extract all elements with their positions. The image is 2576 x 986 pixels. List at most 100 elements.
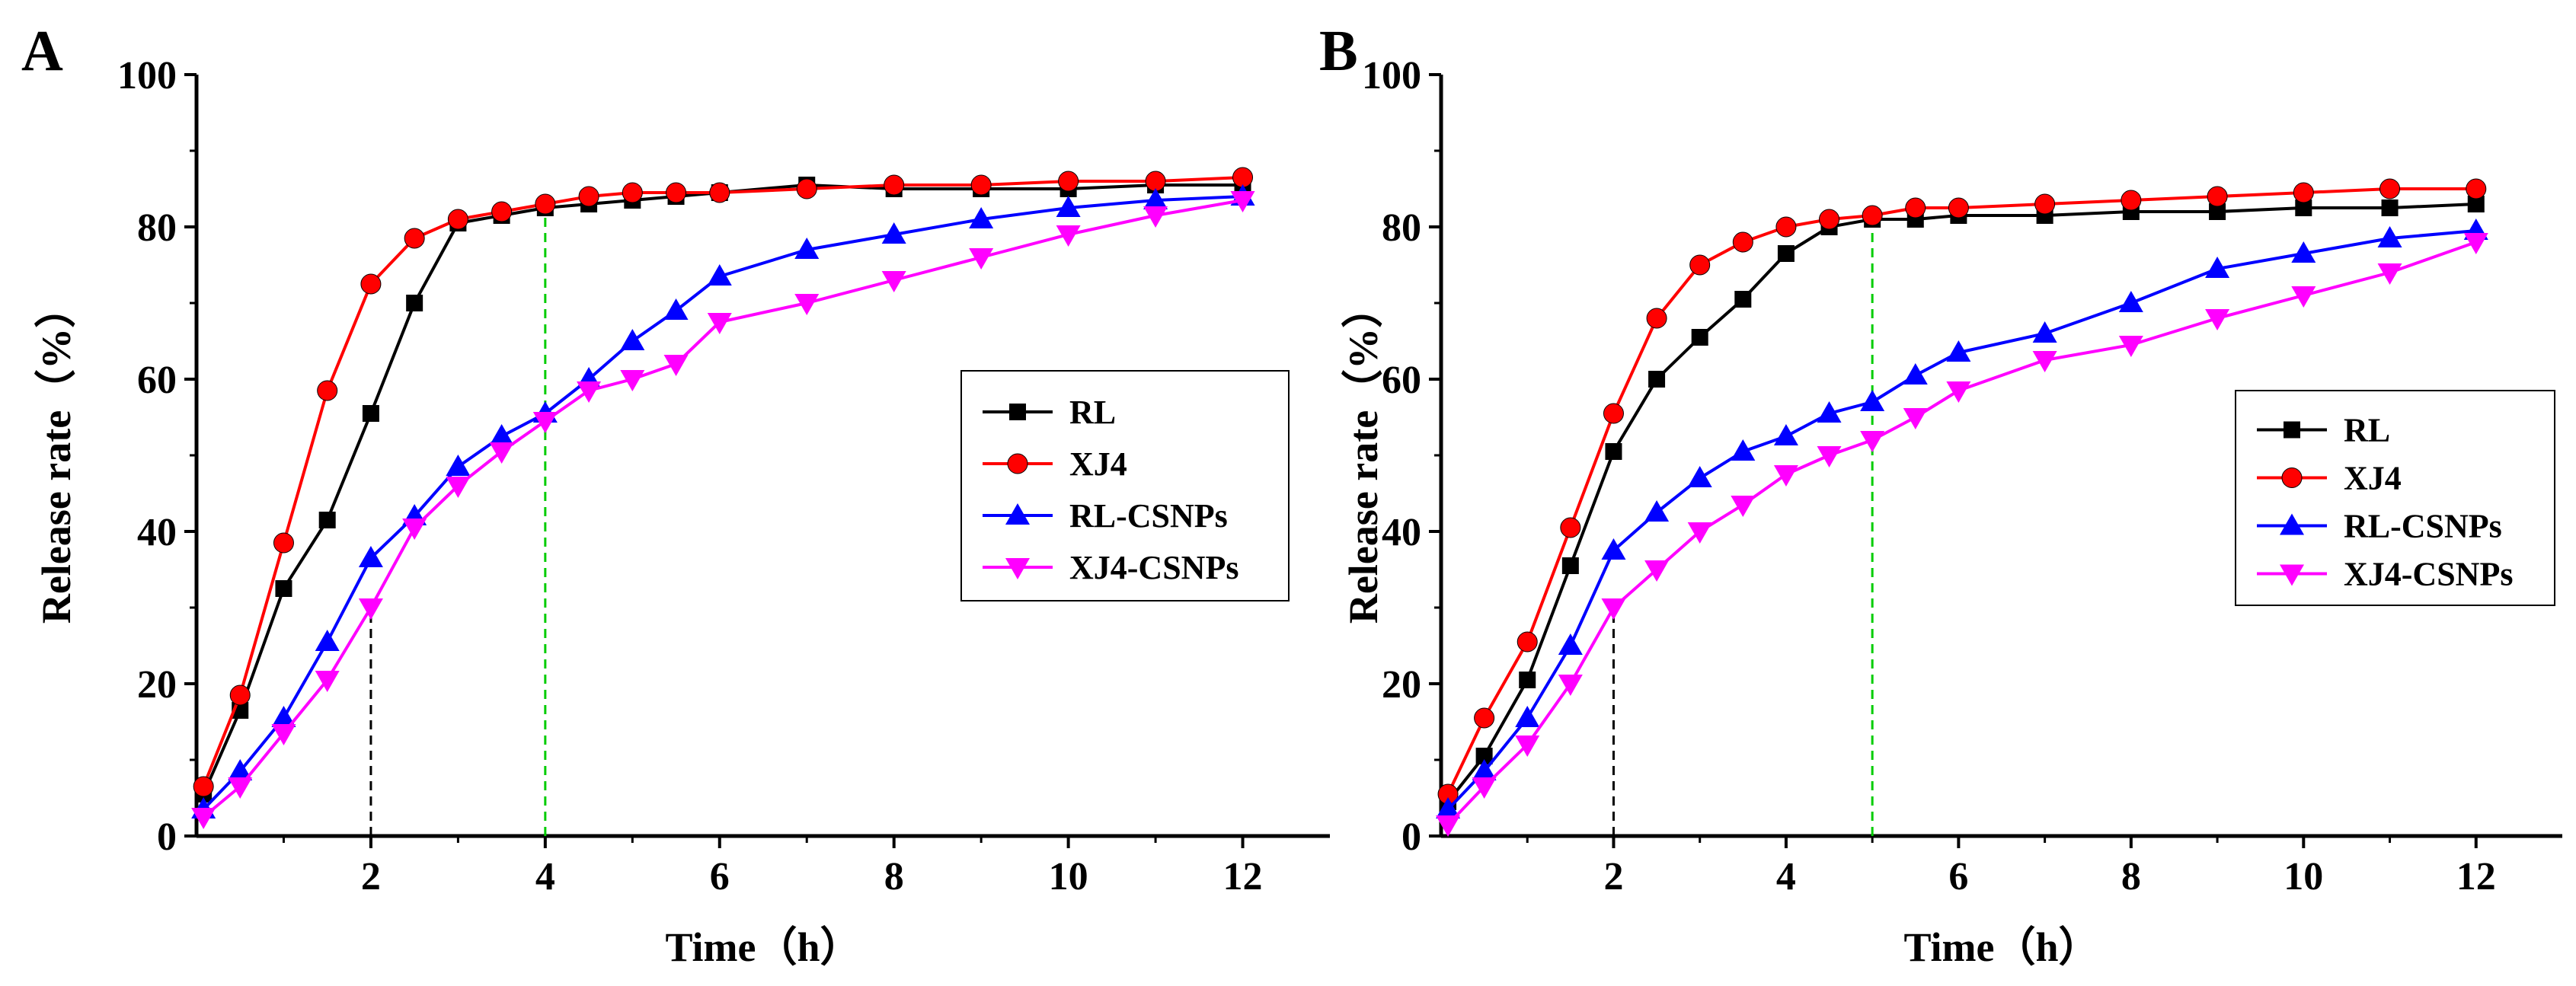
y-tick-label: 20	[1382, 663, 1421, 707]
data-point	[2118, 291, 2143, 312]
data-point	[1472, 759, 1497, 780]
data-point	[1515, 736, 1540, 757]
data-point	[228, 759, 253, 780]
panel-label: B	[1319, 19, 1358, 83]
legend-label: RL-CSNPs	[2344, 508, 2502, 545]
data-point	[1862, 205, 1883, 226]
data-point	[794, 294, 820, 315]
data-point	[491, 201, 513, 222]
data-point	[2295, 199, 2312, 216]
legend-marker	[1005, 558, 1030, 579]
data-point	[1948, 197, 1969, 219]
y-tick-label: 20	[137, 663, 177, 707]
data-point	[2205, 257, 2230, 278]
x-tick-label: 4	[535, 855, 555, 898]
legend-label: XJ4	[2344, 460, 2402, 497]
data-point	[2205, 309, 2230, 330]
legend-label: RL	[1069, 394, 1116, 431]
data-point	[2467, 196, 2485, 212]
chart-panel-a: A 0 20 40 60 80 100 2 4 6 8 10 12 Time（h） Release rate…	[21, 19, 1330, 970]
data-point	[2121, 190, 2142, 211]
data-point	[970, 174, 992, 196]
data-point	[1603, 403, 1624, 424]
data-point	[1605, 443, 1622, 460]
data-point	[1646, 308, 1667, 329]
x-tick-label: 6	[710, 855, 730, 898]
data-point	[1561, 557, 1579, 574]
data-point	[1817, 446, 1842, 467]
data-point	[1056, 196, 1081, 217]
data-point	[2379, 178, 2401, 199]
data-point	[406, 295, 423, 311]
data-point	[1558, 633, 1583, 655]
data-point	[1058, 171, 1079, 192]
data-point	[1773, 465, 1798, 487]
y-tick-label: 0	[157, 815, 177, 859]
data-point	[1903, 408, 1928, 429]
data-point	[1734, 291, 1752, 308]
data-point	[193, 776, 214, 797]
data-point	[1143, 188, 1168, 209]
data-point	[794, 238, 820, 259]
legend-marker	[2280, 513, 2304, 535]
data-point	[446, 477, 471, 498]
legend-marker	[2284, 421, 2300, 439]
data-point	[1056, 225, 1081, 247]
data-point	[229, 684, 251, 706]
data-point	[969, 207, 994, 228]
data-point	[1687, 522, 1712, 544]
legend-label: RL-CSNPs	[1069, 497, 1228, 534]
data-point	[1601, 598, 1626, 620]
data-point	[1817, 401, 1842, 423]
data-point	[1515, 706, 1540, 727]
legend-label: XJ4	[1069, 445, 1127, 483]
x-tick-label: 10	[2284, 855, 2323, 898]
data-point	[663, 298, 689, 320]
x-tick-label: 8	[884, 855, 904, 898]
legend-marker	[1007, 453, 1028, 474]
data-point	[271, 706, 296, 727]
legend-label: RL	[2344, 412, 2390, 449]
data-point	[2291, 286, 2316, 308]
x-tick-label: 12	[2456, 855, 2496, 898]
data-point	[1903, 363, 1928, 385]
x-axis-title: Time（h）	[1903, 924, 2099, 970]
data-point	[1946, 381, 1971, 403]
data-point	[2381, 199, 2399, 216]
data-point	[318, 512, 336, 528]
data-point	[1436, 815, 1461, 837]
legend-marker	[1005, 503, 1030, 525]
x-axis-title: Time（h）	[665, 924, 861, 970]
data-point	[1860, 431, 1885, 452]
y-tick-label: 60	[137, 359, 177, 402]
data-point	[273, 532, 294, 554]
data-point	[881, 222, 906, 244]
data-point	[1230, 191, 1255, 212]
legend-marker	[2280, 564, 2304, 586]
data-point	[191, 808, 216, 829]
data-point	[2032, 321, 2057, 343]
y-tick-label: 40	[137, 511, 177, 554]
data-point	[315, 671, 340, 692]
data-point	[271, 724, 296, 745]
series-xj4	[193, 167, 1254, 797]
y-tick-label: 60	[1382, 359, 1421, 402]
data-point	[362, 405, 379, 422]
y-tick-label: 80	[1382, 206, 1421, 250]
data-point	[489, 442, 514, 464]
data-point	[1648, 371, 1666, 388]
chart-panel-b: B 0 20 40 60 80 100 2 4 6 8 10 12 Time（h） Release rate…	[1319, 19, 2562, 970]
data-point	[535, 193, 556, 215]
data-point	[620, 329, 645, 350]
data-point	[1143, 206, 1168, 228]
data-point	[881, 271, 906, 292]
data-point	[2463, 233, 2488, 254]
legend-label: XJ4-CSNPs	[1069, 549, 1238, 586]
data-point	[1905, 197, 1926, 219]
data-point	[1560, 517, 1581, 538]
data-point	[275, 580, 292, 597]
data-point	[2032, 351, 2057, 372]
data-point	[315, 630, 340, 651]
data-point	[707, 313, 732, 334]
